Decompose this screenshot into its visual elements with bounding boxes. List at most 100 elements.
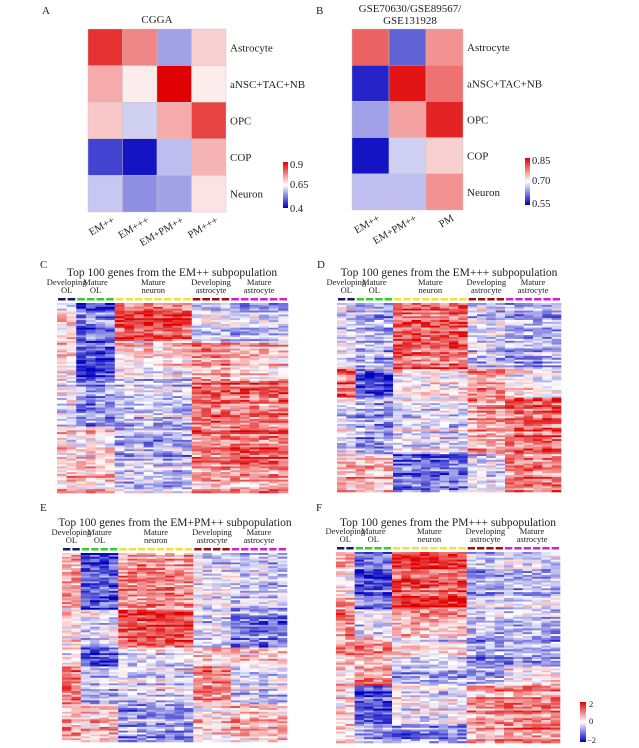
heatmap-cell bbox=[143, 462, 154, 465]
heatmap-cell bbox=[105, 390, 116, 393]
heatmap-cell bbox=[57, 398, 67, 401]
heatmap-cell bbox=[76, 422, 87, 425]
heatmap-cell bbox=[393, 482, 403, 485]
heatmap-cell bbox=[337, 329, 347, 332]
heatmap-cell bbox=[346, 433, 356, 436]
heatmap-cell bbox=[95, 456, 106, 460]
heatmap-cell bbox=[393, 314, 403, 317]
heatmap-cell bbox=[85, 456, 96, 460]
heatmap-cell bbox=[114, 380, 125, 384]
heatmap-cell bbox=[411, 384, 422, 387]
heatmap-cell bbox=[239, 456, 250, 460]
heatmap-cell bbox=[458, 448, 468, 451]
heatmap-cell bbox=[533, 488, 543, 491]
heatmap-cell bbox=[278, 415, 289, 418]
heatmap-cell bbox=[211, 323, 221, 327]
cell-group-bar bbox=[128, 548, 136, 551]
heatmap-cell bbox=[239, 483, 250, 486]
cell-group-bar bbox=[515, 298, 523, 301]
heatmap-cell bbox=[355, 352, 366, 355]
heatmap-cell bbox=[486, 367, 496, 370]
heatmap-cell bbox=[365, 382, 375, 385]
heatmap-cell bbox=[230, 322, 241, 325]
heatmap-cell bbox=[346, 465, 356, 468]
heatmap-cell bbox=[220, 390, 231, 393]
heatmap-cell bbox=[523, 310, 534, 313]
heatmap-cell bbox=[365, 429, 375, 432]
heatmap-cell bbox=[430, 352, 440, 355]
heatmap-cell bbox=[346, 306, 356, 309]
heatmap-cell bbox=[172, 335, 183, 338]
cell-group-bar bbox=[496, 298, 504, 301]
heatmap-cell bbox=[495, 320, 506, 323]
heatmap-cell bbox=[183, 553, 194, 556]
heatmap-cell bbox=[182, 365, 193, 368]
heatmap-cell bbox=[477, 474, 487, 478]
heatmap-cell bbox=[365, 380, 375, 383]
heatmap-cell bbox=[355, 323, 366, 326]
heatmap-cell bbox=[153, 399, 164, 403]
heatmap-cell bbox=[211, 335, 221, 338]
heatmap-cell bbox=[191, 460, 202, 463]
heatmap-cell bbox=[449, 401, 459, 404]
heatmap-cell bbox=[365, 486, 375, 489]
heatmap-cell bbox=[201, 390, 212, 393]
heatmap-cell bbox=[211, 407, 221, 410]
heatmap-cell bbox=[495, 333, 506, 336]
heatmap-cell bbox=[162, 333, 173, 336]
heatmap-cell bbox=[393, 429, 403, 432]
heatmap-cell bbox=[421, 406, 431, 410]
heatmap-cell bbox=[514, 410, 524, 413]
heatmap-cell bbox=[182, 456, 193, 460]
heatmap-cell bbox=[57, 394, 67, 397]
heatmap-cell bbox=[124, 331, 135, 334]
heatmap-cell bbox=[249, 466, 260, 469]
cell-group-label: Mature bbox=[87, 527, 112, 537]
heatmap-cell bbox=[486, 467, 496, 470]
heatmap-cell bbox=[211, 356, 221, 359]
heatmap-cell bbox=[268, 371, 279, 374]
heatmap-cell bbox=[495, 350, 506, 353]
heatmap-cell bbox=[278, 316, 289, 319]
heatmap-cell bbox=[337, 403, 347, 406]
heatmap-cell bbox=[523, 486, 534, 489]
heatmap-cell bbox=[365, 439, 375, 442]
heatmap-cell bbox=[346, 482, 356, 485]
heatmap-cell bbox=[505, 367, 515, 370]
heatmap-cell bbox=[95, 388, 106, 391]
heatmap-cell bbox=[365, 350, 375, 353]
heatmap-cell bbox=[514, 433, 524, 436]
heatmap-cell bbox=[134, 449, 144, 452]
heatmap-cell bbox=[201, 373, 212, 376]
heatmap-cell bbox=[486, 465, 496, 468]
heatmap-cell bbox=[182, 439, 193, 442]
heatmap-cell bbox=[220, 413, 231, 416]
heatmap-cell bbox=[191, 331, 202, 334]
heatmap-cell bbox=[249, 439, 260, 442]
heatmap-cell bbox=[495, 314, 506, 317]
heatmap-cell bbox=[393, 408, 403, 412]
heatmap-cell bbox=[76, 485, 87, 488]
heatmap-cell bbox=[505, 467, 515, 470]
heatmap-cell bbox=[95, 477, 106, 480]
heatmap-cell bbox=[458, 357, 468, 360]
heatmap-cell bbox=[105, 337, 116, 340]
heatmap-cell bbox=[182, 352, 193, 355]
cell-group-bar bbox=[175, 548, 183, 551]
heatmap-cell bbox=[351, 64, 390, 102]
heatmap-cell bbox=[523, 388, 534, 391]
heatmap-cell bbox=[95, 474, 106, 477]
heatmap-cell bbox=[365, 397, 375, 400]
heatmap-cell bbox=[514, 384, 524, 387]
heatmap-cell bbox=[542, 304, 552, 308]
heatmap-cell bbox=[182, 436, 193, 439]
heatmap-cell bbox=[411, 488, 422, 491]
heatmap-cell bbox=[514, 389, 524, 393]
heatmap-cell bbox=[95, 398, 106, 401]
heatmap-cell bbox=[201, 310, 212, 313]
heatmap-cell bbox=[421, 442, 431, 446]
heatmap-cell bbox=[143, 485, 154, 488]
heatmap-cell bbox=[439, 454, 450, 457]
heatmap-cell bbox=[230, 443, 241, 446]
heatmap-cell bbox=[495, 357, 506, 360]
